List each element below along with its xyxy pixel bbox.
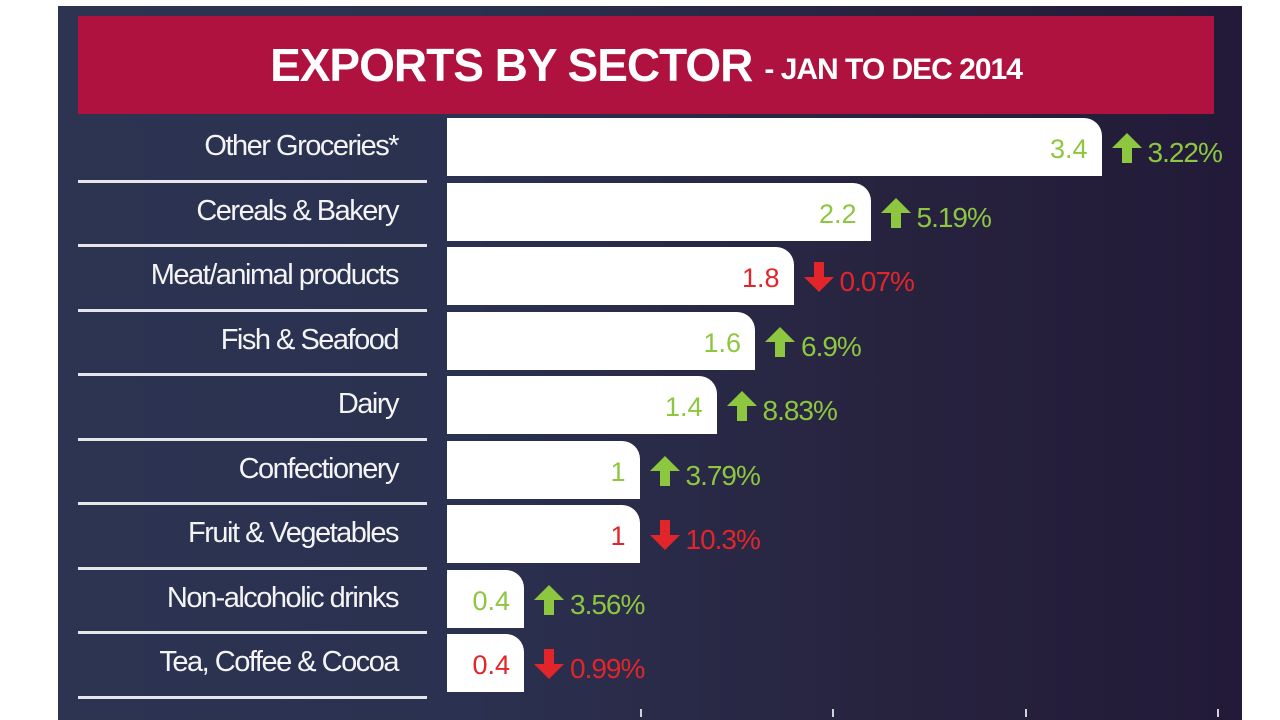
row-separator: [78, 244, 427, 247]
arrow-down-icon: [802, 260, 836, 294]
category-label: Cereals & Bakery: [196, 194, 399, 227]
arrow-up-icon: [648, 454, 682, 488]
x-axis-tick: [1024, 708, 1027, 717]
x-axis-tick: [1217, 708, 1219, 717]
bar: [447, 505, 640, 563]
bar: [447, 118, 1102, 176]
bar-value-label: 0.4: [472, 585, 510, 616]
category-label: Non-alcoholic drinks: [166, 581, 400, 614]
row-separator: [78, 373, 427, 376]
bar: [447, 634, 524, 692]
change-label: 8.83%: [762, 395, 838, 426]
bar: [447, 569, 524, 628]
change-label: 3.79%: [685, 459, 761, 491]
bar: [447, 440, 640, 499]
category-label: Dairy: [337, 388, 400, 420]
arrow-up-icon: [879, 196, 913, 230]
row-separator: [78, 566, 427, 570]
row-separator: [78, 631, 427, 634]
chart-panel: EXPORTS BY SECTOR - JAN TO DEC 2014 Othe…: [58, 6, 1242, 720]
chart-title-banner: EXPORTS BY SECTOR - JAN TO DEC 2014: [78, 16, 1214, 114]
row-separator: [78, 502, 427, 505]
category-label: Other Groceries*: [204, 130, 399, 162]
change-label: 0.99%: [570, 653, 645, 684]
change-label: 5.19%: [916, 201, 992, 233]
bar-value-label: 3.4: [1049, 134, 1088, 164]
category-label: Fish & Seafood: [220, 323, 400, 356]
category-label: Fruit & Vegetables: [188, 517, 399, 549]
category-label: Tea, Coffee & Cocoa: [159, 646, 399, 678]
bar: [447, 182, 871, 241]
chart-title: EXPORTS BY SECTOR: [270, 39, 753, 91]
row-separator: [78, 308, 427, 312]
x-axis-tick: [639, 708, 642, 717]
category-label: Meat/animal products: [150, 259, 400, 291]
arrow-up-icon: [1110, 131, 1144, 165]
change-label: 6.9%: [801, 330, 862, 362]
change-label: 3.22%: [1147, 137, 1223, 168]
category-label: Confectionery: [238, 452, 400, 485]
bar-value-label: 1.6: [703, 327, 741, 358]
row-separator: [78, 437, 427, 441]
bar: [447, 247, 794, 305]
change-label: 10.3%: [685, 524, 761, 555]
bar: [447, 376, 717, 434]
row-separator: [78, 695, 427, 699]
bar-value-label: 1: [610, 456, 626, 487]
arrow-up-icon: [763, 325, 797, 359]
arrow-down-icon: [532, 647, 566, 681]
bar-value-label: 0.4: [472, 650, 510, 680]
arrow-down-icon: [648, 518, 682, 552]
arrow-up-icon: [725, 389, 759, 423]
x-axis-tick: [832, 708, 834, 717]
bar-value-label: 1: [610, 521, 626, 551]
change-label: 0.07%: [839, 266, 915, 297]
row-separator: [78, 179, 427, 183]
bar-value-label: 1.4: [664, 392, 703, 422]
change-label: 3.56%: [570, 588, 645, 620]
chart-subtitle: - JAN TO DEC 2014: [764, 53, 1023, 86]
bar-value-label: 2.2: [818, 198, 857, 229]
bar-value-label: 1.8: [741, 263, 780, 293]
bar: [447, 311, 755, 370]
arrow-up-icon: [532, 583, 566, 617]
